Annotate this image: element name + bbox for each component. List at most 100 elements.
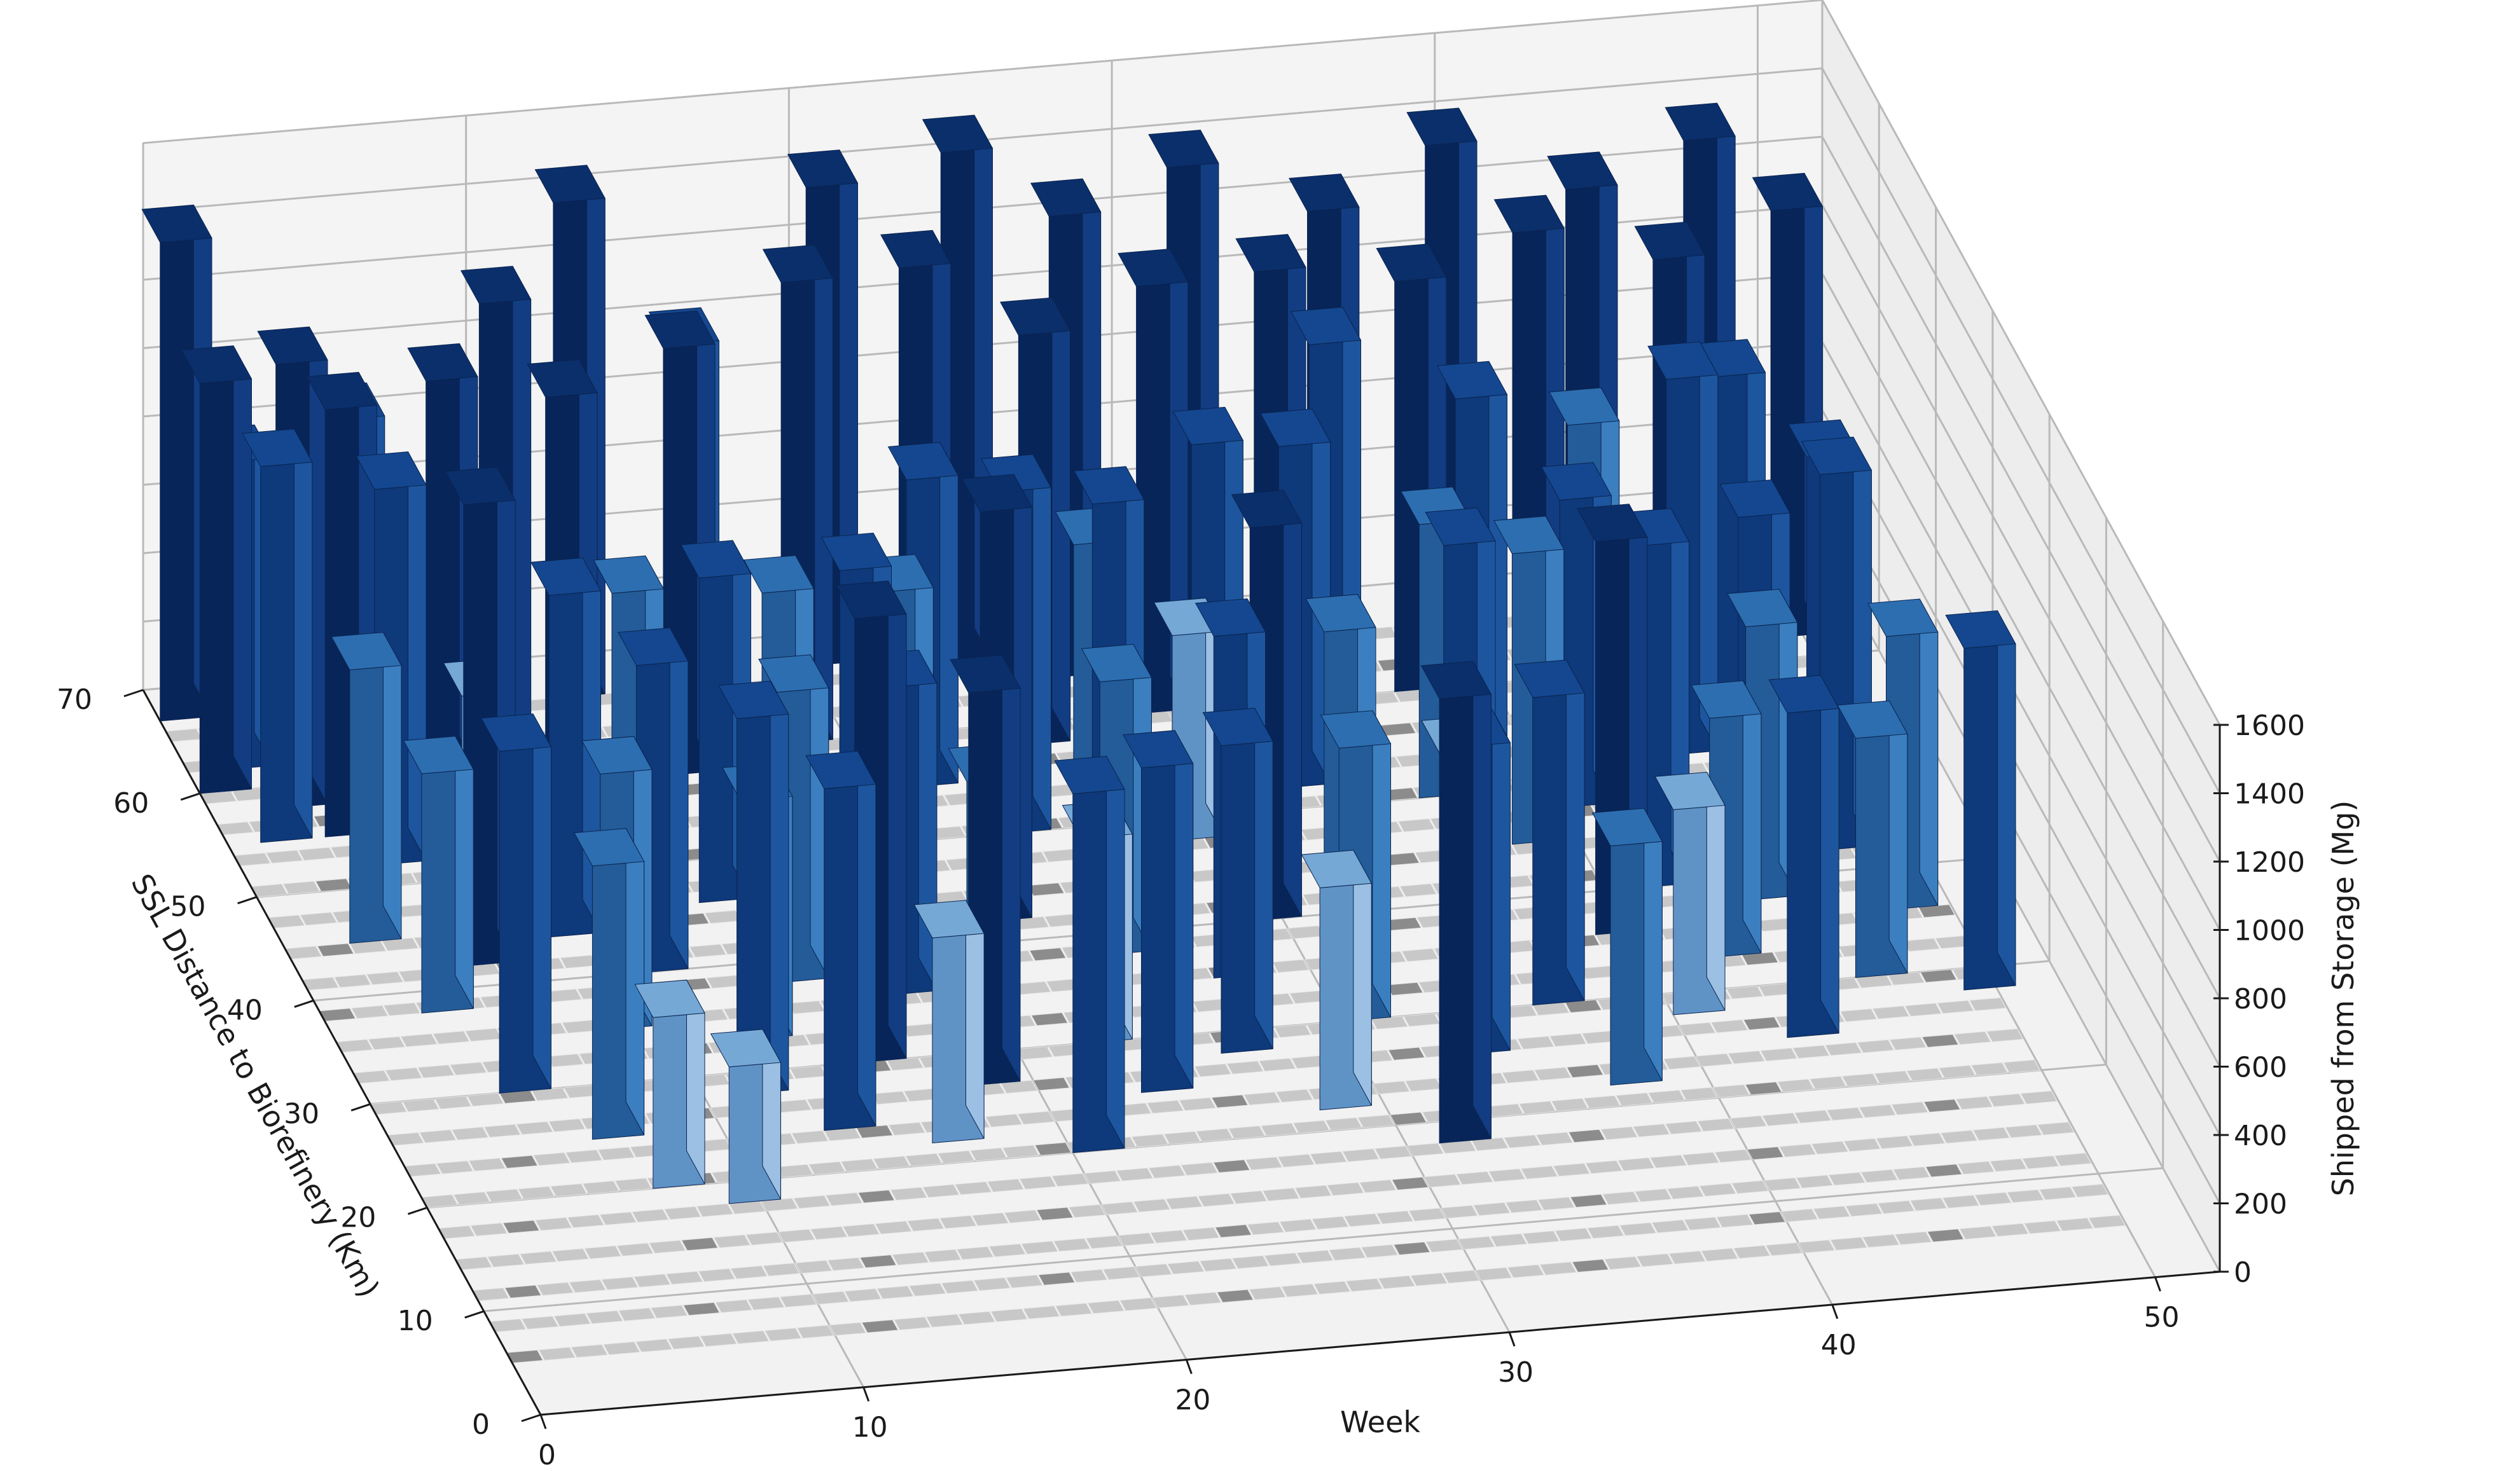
- bar-top-face: [1654, 771, 1726, 810]
- bar-top-face: [1320, 710, 1392, 749]
- bar-top-face: [1290, 306, 1362, 345]
- zero-cell: [1551, 1097, 1589, 1112]
- bar-side-face: [1566, 659, 1585, 1001]
- zero-cell: [1699, 1183, 1737, 1197]
- zero-cell: [1716, 1214, 1754, 1228]
- zero-cell: [1399, 883, 1437, 897]
- zero-cell: [842, 1223, 880, 1237]
- bar-top-face: [1727, 589, 1798, 628]
- zero-cell: [1015, 1046, 1053, 1060]
- zero-cell: [1457, 1235, 1495, 1250]
- zero-cell: [747, 1297, 785, 1310]
- zero-cell: [1197, 1193, 1235, 1207]
- zero-cell: [433, 1031, 470, 1045]
- bar: [242, 429, 313, 843]
- zero-cell: [954, 1181, 992, 1195]
- zero-cell: [1748, 1211, 1786, 1225]
- zero-cell: [1811, 1141, 1849, 1155]
- bar-top-face: [1493, 195, 1565, 233]
- bar: [1123, 730, 1194, 1093]
- bar-side-face: [1644, 808, 1663, 1081]
- zero-cell: [1969, 997, 2007, 1012]
- bar-top-face: [743, 555, 815, 594]
- zero-cell: [582, 1180, 620, 1195]
- zero-cell: [1617, 1157, 1655, 1171]
- zero-cell: [650, 1305, 688, 1319]
- zero-cell: [1970, 1062, 2009, 1077]
- zero-cell: [501, 1155, 539, 1169]
- zero-cell: [922, 1184, 960, 1198]
- zero-cell: [1710, 1019, 1748, 1033]
- y-tick-mark: [180, 792, 200, 801]
- y-tick-mark: [123, 689, 144, 698]
- zero-cell: [1726, 986, 1764, 1000]
- zero-cell: [1695, 1053, 1733, 1067]
- zero-cell: [1619, 1222, 1657, 1236]
- zero-cell: [635, 1338, 673, 1352]
- zero-cell: [504, 1284, 542, 1299]
- zero-cell: [779, 1293, 817, 1308]
- zero-cell: [466, 1092, 504, 1107]
- y-tick-mark: [294, 1000, 314, 1008]
- x-tick-label: 40: [1821, 1329, 1857, 1361]
- bar-top-face: [403, 736, 474, 774]
- bar-top-face: [634, 979, 705, 1018]
- bar-top-face: [1305, 594, 1376, 633]
- zero-cell: [2005, 1124, 2043, 1138]
- zero-cell: [1809, 1076, 1847, 1090]
- zero-cell: [1055, 1303, 1093, 1317]
- x-tick-label: 10: [852, 1412, 888, 1444]
- zero-cell: [1019, 1176, 1057, 1190]
- bar-side-face: [1919, 598, 1939, 906]
- zero-cell: [1002, 1145, 1040, 1159]
- bar-top-face: [762, 244, 834, 283]
- zero-cell: [1216, 1289, 1254, 1303]
- y-tick-label: 10: [398, 1305, 433, 1337]
- zero-cell: [1813, 1206, 1851, 1220]
- zero-cell: [1583, 1095, 1621, 1110]
- zero-cell: [1986, 1028, 2024, 1042]
- zero-cell: [1843, 1138, 1881, 1152]
- zero-cell: [1228, 1125, 1266, 1139]
- zero-cell: [1651, 1219, 1689, 1234]
- zero-cell: [265, 850, 303, 864]
- zero-cell: [700, 1333, 738, 1347]
- bar: [1945, 610, 2016, 991]
- bar-top-face: [1420, 661, 1492, 699]
- zero-cell: [2054, 1152, 2092, 1167]
- bar-top-face: [1425, 507, 1496, 546]
- bar-top-face: [407, 343, 478, 382]
- zero-cell: [532, 1152, 571, 1166]
- bar-side-face: [1353, 850, 1372, 1106]
- bar-side-face: [1001, 654, 1021, 1082]
- zero-cell: [282, 881, 321, 895]
- bar: [403, 736, 474, 1014]
- bar: [805, 750, 876, 1131]
- zero-cell: [796, 1324, 834, 1339]
- x-axis-line: [540, 1270, 2220, 1416]
- bar-top-face: [913, 900, 985, 939]
- zero-cell: [632, 1209, 669, 1223]
- grid-line: [1821, 67, 2221, 794]
- zero-cell: [1486, 1103, 1524, 1118]
- bar-side-face: [887, 581, 907, 1059]
- bars-group: [141, 102, 2016, 1204]
- zero-cell: [667, 1335, 705, 1350]
- zero-cell: [1389, 1111, 1427, 1126]
- grid-line: [1821, 0, 2221, 726]
- zero-cell: [704, 910, 742, 924]
- zero-cell: [1666, 1185, 1705, 1200]
- zero-cell: [1570, 1194, 1608, 1208]
- zero-cell: [1959, 1225, 1997, 1240]
- bar: [1420, 661, 1492, 1144]
- bar-top-face: [1231, 490, 1303, 528]
- zero-cell: [1406, 1143, 1444, 1157]
- zero-cell: [1889, 1036, 1927, 1050]
- zero-cell: [487, 1253, 525, 1268]
- zero-cell: [1275, 1089, 1313, 1103]
- zero-cell: [1245, 1157, 1283, 1171]
- bar-top-face: [961, 474, 1033, 512]
- zero-cell: [1378, 1275, 1416, 1290]
- zero-cell: [1632, 1124, 1670, 1138]
